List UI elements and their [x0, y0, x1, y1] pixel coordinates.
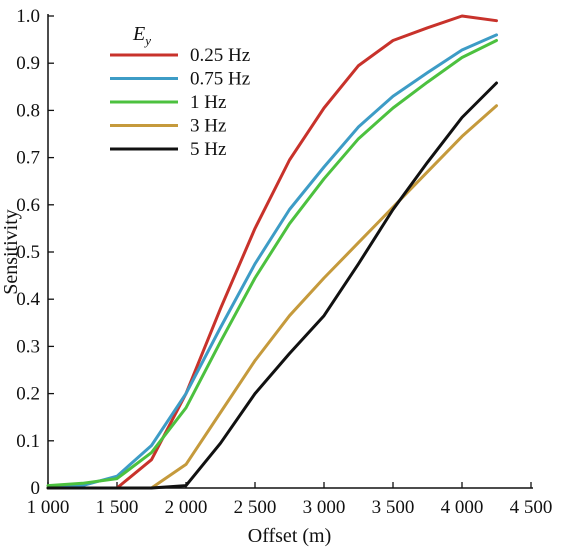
- y-tick-label: 0.4: [16, 289, 40, 310]
- x-tick-label: 3 500: [372, 497, 415, 518]
- legend-items: 0.25 Hz 0.75 Hz1 Hz 3 Hz5 Hz: [110, 45, 250, 160]
- legend-label: 3 Hz: [190, 116, 226, 137]
- x-tick-label: 1 500: [96, 497, 139, 518]
- y-tick-label: 1.0: [16, 6, 40, 27]
- x-axis-ticks: 1 000 1 500 2 000 2 500 3 000 3 500 4 000 4 500: [27, 482, 553, 518]
- x-tick-label: 4 000: [441, 497, 484, 518]
- series-line-4: [46, 81, 498, 490]
- legend-label: 0.75 Hz: [190, 69, 250, 90]
- y-tick-label: 0.7: [16, 148, 40, 169]
- y-axis-ticks: 0 0.1 0.2 0.3 0.4 0.5 0.6 0.7 0.8 0.9 1.0: [16, 6, 54, 499]
- legend: Ey 0.25 Hz 0.75 Hz1 Hz 3 Hz5 Hz: [110, 23, 250, 160]
- plot-area: [47, 14, 533, 489]
- x-tick-label: 1 000: [27, 497, 70, 518]
- y-tick-label: 0.9: [16, 53, 40, 74]
- y-tick-label: 0.5: [16, 242, 40, 263]
- y-tick-label: 0.8: [16, 100, 40, 121]
- legend-label: 1 Hz: [190, 92, 226, 113]
- legend-label: 5 Hz: [190, 139, 226, 160]
- x-tick-label: 2 500: [234, 497, 277, 518]
- series-line-2: [46, 39, 498, 488]
- series-line-3: [46, 104, 498, 490]
- y-tick-label: 0: [31, 478, 41, 499]
- legend-title-main: E: [132, 23, 145, 45]
- x-tick-label: 4 500: [510, 497, 553, 518]
- legend-label: 0.25 Hz: [190, 45, 250, 66]
- series-line-0: [46, 14, 498, 490]
- y-tick-label: 0.6: [16, 195, 40, 216]
- x-tick-label: 3 000: [303, 497, 346, 518]
- legend-title-subscript: y: [143, 33, 151, 48]
- y-tick-label: 0.2: [16, 384, 40, 405]
- x-axis-title: Offset (m): [248, 525, 332, 547]
- x-tick-label: 2 000: [165, 497, 208, 518]
- y-tick-label: 0.3: [16, 336, 40, 357]
- legend-title: Ey: [132, 23, 151, 48]
- y-tick-label: 0.1: [16, 431, 40, 452]
- series-line-1: [46, 33, 498, 490]
- series-lines: [46, 14, 498, 490]
- y-axis-title: Sensitivity: [0, 209, 22, 295]
